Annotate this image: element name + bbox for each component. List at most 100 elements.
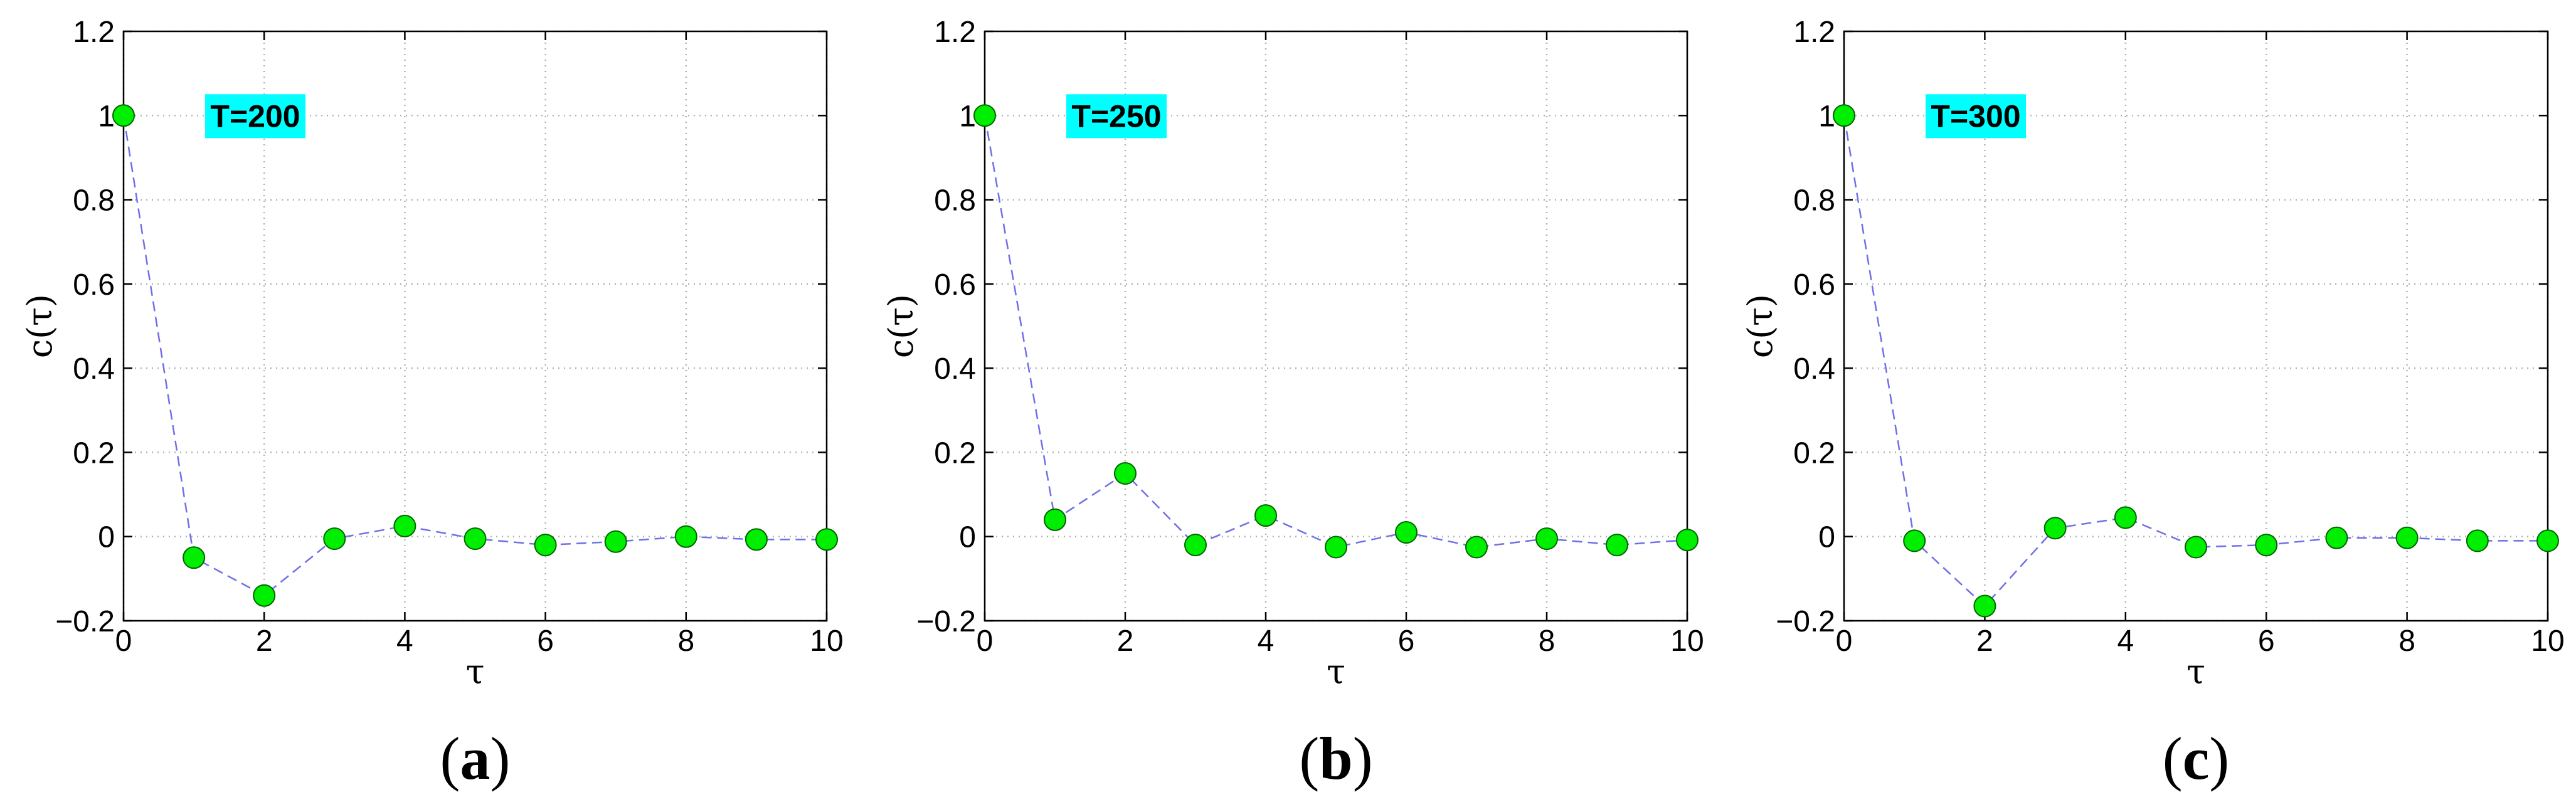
- x-tick-label: 0: [1836, 625, 1853, 658]
- annotation-background: [1926, 94, 2026, 139]
- data-point: [1833, 104, 1855, 127]
- data-point: [1973, 594, 1996, 618]
- data-point: [2114, 506, 2137, 529]
- data-point: [674, 525, 697, 548]
- x-tick-label: 4: [1258, 625, 1275, 658]
- data-point: [253, 584, 276, 607]
- data-point: [1044, 508, 1066, 531]
- x-tick-label: 6: [537, 625, 554, 658]
- annotation-label: T=200: [210, 98, 300, 134]
- y-tick-label: 1.2: [1793, 16, 1835, 49]
- y-tick-label: 0.4: [73, 352, 115, 386]
- data-point: [1254, 504, 1277, 527]
- annotation-box: T=250: [1066, 94, 1167, 139]
- chart-panel-1: 0 2 4 6 8 10−0.200.20.40.60.811.2τc(τ)T=200(a…: [20, 16, 844, 792]
- x-tick-label: 0: [977, 625, 994, 658]
- x-tick-label: 10: [2531, 625, 2564, 658]
- x-tick-label: 4: [2117, 625, 2134, 658]
- axes-frame: [1843, 30, 2549, 622]
- annotation-box: T=200: [205, 94, 305, 139]
- data-point: [464, 527, 487, 551]
- y-axis-label: c(τ): [881, 294, 921, 358]
- y-tick-label: −0.2: [916, 605, 976, 638]
- y-tick-label: 0.6: [934, 268, 976, 302]
- y-tick-label: 0: [98, 521, 115, 554]
- annotation-box: T=300: [1926, 94, 2026, 139]
- data-point: [323, 527, 346, 551]
- x-tick-label: 8: [677, 625, 694, 658]
- x-tick-label: 0: [115, 625, 132, 658]
- x-tick-label: 4: [396, 625, 413, 658]
- data-point: [183, 546, 206, 569]
- y-tick-label: 1.2: [934, 16, 976, 49]
- panel-caption: (a): [440, 725, 511, 792]
- series-line: [1843, 115, 2548, 608]
- y-tick-label: 1.2: [73, 16, 115, 49]
- y-tick-label: 1: [1818, 100, 1835, 133]
- x-axis-label: τ: [2186, 652, 2205, 692]
- y-tick-label: 0.8: [1793, 184, 1835, 218]
- axes-frame: [983, 30, 1688, 622]
- y-tick-label: 0.6: [73, 268, 115, 302]
- x-tick-label: 10: [1670, 625, 1704, 658]
- y-tick-label: 0.8: [73, 184, 115, 218]
- chart-panel-2: 0 2 4 6 8 10−0.200.20.40.60.811.2τc(τ)T=250(b…: [881, 16, 1704, 792]
- data-point: [1184, 534, 1207, 557]
- x-tick-label: 8: [1539, 625, 1556, 658]
- x-tick-label: 2: [1976, 625, 1993, 658]
- data-point: [1606, 534, 1628, 557]
- data-point: [112, 104, 135, 127]
- x-tick-label: 10: [810, 625, 843, 658]
- data-point: [604, 530, 627, 553]
- data-point: [815, 528, 838, 551]
- data-point: [2325, 526, 2348, 549]
- data-point: [2255, 534, 2278, 557]
- data-point: [393, 514, 416, 537]
- annotation-label: T=300: [1931, 98, 2020, 134]
- x-axis-label: τ: [466, 652, 485, 692]
- annotation-background: [1066, 94, 1167, 139]
- y-tick-label: 0: [959, 521, 976, 554]
- y-axis-label: c(τ): [20, 294, 60, 358]
- y-tick-label: 0.2: [73, 436, 115, 470]
- data-point: [2185, 536, 2207, 559]
- data-point: [534, 534, 557, 557]
- data-point: [1114, 462, 1137, 485]
- panel-caption: (b): [1299, 725, 1372, 792]
- y-axis-label: c(τ): [1741, 294, 1780, 358]
- data-point: [1903, 529, 1926, 552]
- y-tick-label: 0: [1818, 521, 1835, 554]
- panel-caption: (c): [2163, 725, 2230, 792]
- y-tick-label: 1: [98, 100, 115, 133]
- x-tick-label: 8: [2398, 625, 2415, 658]
- data-point: [1676, 529, 1699, 552]
- data-point: [1465, 536, 1488, 559]
- data-point: [973, 104, 996, 127]
- data-point: [2466, 529, 2489, 552]
- x-axis-label: τ: [1327, 652, 1345, 692]
- y-tick-label: 0.2: [934, 436, 976, 470]
- x-tick-label: 2: [1117, 625, 1134, 658]
- y-tick-label: 1: [959, 100, 976, 133]
- x-tick-label: 6: [1398, 625, 1415, 658]
- data-point: [2043, 517, 2067, 540]
- y-tick-label: 0.4: [1793, 352, 1835, 386]
- data-point: [2536, 529, 2559, 552]
- x-tick-label: 2: [256, 625, 273, 658]
- axes-frame: [122, 30, 828, 622]
- y-tick-label: 0.6: [1793, 268, 1835, 302]
- x-tick-label: 6: [2258, 625, 2275, 658]
- data-point: [1395, 521, 1418, 544]
- y-tick-label: 0.4: [934, 352, 976, 386]
- annotation-label: T=250: [1071, 98, 1161, 134]
- y-tick-label: −0.2: [1776, 605, 1835, 638]
- y-tick-label: −0.2: [55, 605, 115, 638]
- annotation-background: [205, 94, 305, 139]
- y-tick-label: 0.8: [934, 184, 976, 218]
- data-point: [2395, 526, 2419, 549]
- y-tick-label: 0.2: [1793, 436, 1835, 470]
- chart-panel-3: 0 2 4 6 8 10−0.200.20.40.60.811.2τc(τ)T=300(c…: [1741, 16, 2565, 792]
- data-point: [745, 528, 768, 551]
- data-point: [1325, 536, 1347, 559]
